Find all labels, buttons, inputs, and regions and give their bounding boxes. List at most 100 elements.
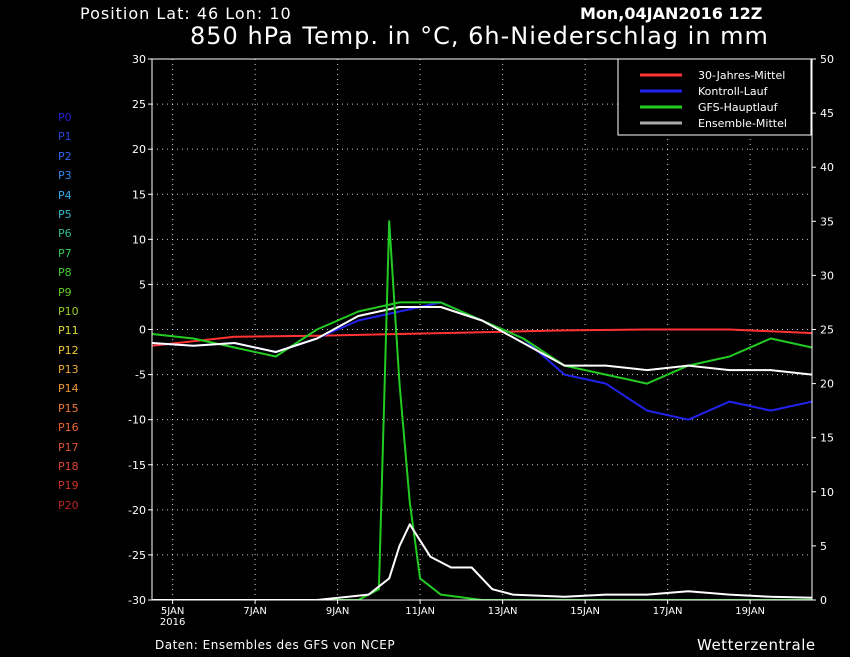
climatology-line-point — [398, 333, 401, 335]
member-label: P1 — [58, 130, 72, 144]
member-label: P12 — [58, 343, 79, 357]
member-label: P16 — [58, 421, 79, 435]
control-run-line-point — [646, 409, 648, 412]
climatology-line-point — [233, 335, 236, 338]
x-tick-label: 19JAN — [735, 606, 765, 617]
member-label: P14 — [58, 382, 79, 396]
gfs-main-precip-line-point — [439, 593, 442, 596]
ensemble-mean-line-point — [192, 344, 195, 347]
ensemble-mean-line-point — [357, 315, 360, 317]
y-tick-label: -20 — [128, 504, 146, 517]
gfs-main-line-point — [192, 337, 195, 340]
y2-tick-label: 30 — [820, 269, 834, 282]
y-tick-label: -5 — [135, 369, 146, 382]
control-run-line-point — [357, 319, 360, 322]
y-tick-label: 30 — [132, 53, 146, 66]
gfs-main-line-point — [604, 373, 607, 376]
climatology-line-point — [563, 329, 566, 332]
control-run-line-point — [398, 310, 401, 313]
gfs-main-line-point — [646, 382, 648, 385]
gfs-main-line — [152, 301, 812, 385]
ensemble-mean-precip-line-point — [398, 545, 401, 547]
ensemble-mean-precip-line-point — [769, 595, 772, 598]
y2-tick-label: 5 — [820, 540, 827, 553]
run-date-label: Mon,04JAN2016 12Z — [580, 4, 763, 23]
y2-tick-label: 0 — [820, 594, 827, 607]
ensemble-mean-precip-line-point — [687, 590, 690, 593]
legend-label: Kontroll-Lauf — [698, 85, 769, 98]
climatology-line-point — [646, 328, 648, 331]
gfs-main-precip-line-point — [398, 382, 401, 385]
y-tick-label: -15 — [128, 459, 146, 472]
ensemble-mean-line-point — [522, 342, 525, 344]
ensemble-mean-line-point — [274, 351, 277, 353]
gfs-main-line-point — [439, 301, 442, 304]
control-run-line-point — [563, 373, 566, 376]
y-tick-label: 25 — [132, 98, 146, 111]
member-label: P8 — [58, 266, 72, 280]
ensemble-mean-line-point — [604, 364, 607, 367]
ensemble-mean-precip-line-point — [450, 566, 452, 569]
x-tick-label: 9JAN — [326, 606, 349, 617]
control-run-line-point — [769, 409, 772, 412]
legend-label: 30-Jahres-Mittel — [698, 69, 785, 82]
gfs-main-line-point — [522, 337, 525, 340]
member-label: P17 — [58, 440, 79, 454]
member-label: P4 — [58, 188, 72, 202]
member-label: P13 — [58, 363, 79, 377]
ensemble-mean-line-point — [728, 369, 731, 371]
legend: 30-Jahres-Mittel Kontroll-Lauf GFS-Hauptla… — [617, 58, 812, 136]
member-label: P18 — [58, 460, 79, 474]
ensemble-mean-precip-line-point — [491, 588, 494, 591]
member-label: P20 — [58, 498, 79, 512]
gfs-main-line-point — [357, 310, 360, 313]
ensemble-mean-precip-line-point — [728, 593, 731, 596]
y-tick-label: 5 — [139, 278, 146, 291]
gfs-main-line-point — [728, 355, 731, 358]
data-source-label: Daten: Ensembles des GFS von NCEP — [155, 638, 396, 652]
y-tick-label: 10 — [132, 233, 146, 246]
gfs-main-line-point — [398, 301, 401, 304]
y-tick-label: 15 — [132, 188, 146, 201]
gfs-main-precip-line-point — [419, 577, 422, 580]
control-run-line-point — [728, 400, 731, 403]
climatology-line-point — [316, 334, 318, 337]
member-label: P0 — [58, 111, 72, 124]
y-tick-label: 20 — [132, 143, 146, 156]
ensemble-mean-line-point — [687, 364, 690, 367]
control-run-line-point — [687, 418, 690, 421]
x-tick-label: 7JAN — [243, 606, 266, 617]
member-label: P7 — [58, 246, 72, 260]
member-list: P0 P1 P2 P3 P4 P5 P6 P7 P8 P9 P10 P11 P12 P13 P14 P15 P1… — [58, 108, 79, 515]
ensemble-mean-precip-line-point — [512, 593, 514, 596]
gfs-main-precip-line-point — [377, 588, 380, 591]
x-tick-label: 17JAN — [653, 606, 683, 617]
gfs-main-line-point — [769, 337, 772, 340]
x-tick-label: 11JAN — [405, 606, 435, 617]
gfs-main-line-point — [274, 355, 277, 358]
position-label: Position Lat: 46 Lon: 10 — [80, 4, 292, 23]
ensemble-mean-precip-line-point — [408, 523, 411, 526]
ensemble-mean-line-point — [481, 319, 483, 322]
x-tick-label: 13JAN — [488, 606, 518, 617]
ensemble-mean-precip-line-point — [646, 593, 648, 596]
gfs-main-precip-line-point — [388, 220, 391, 223]
ensemble-mean-line-point — [769, 369, 772, 371]
series-layer — [152, 220, 812, 600]
member-label: P6 — [58, 227, 72, 241]
y2-tick-label: 40 — [820, 161, 834, 174]
gfs-main-line-point — [316, 328, 318, 331]
ensemble-mean-precip-line-point — [429, 555, 432, 558]
x-tick-label: 15JAN — [570, 606, 600, 617]
member-label: P10 — [58, 304, 79, 318]
member-label: P11 — [58, 324, 79, 338]
gfs-main-line-point — [233, 346, 236, 349]
gfs-main-precip-line — [152, 220, 812, 600]
ensemble-mean-precip-line-point — [604, 593, 607, 596]
ensemble-mean-line-point — [316, 337, 318, 340]
y-tick-label: 0 — [139, 324, 146, 337]
member-label: P5 — [58, 207, 72, 221]
publisher-label: Wetterzentrale — [697, 636, 816, 654]
member-label: P2 — [58, 149, 72, 163]
y2-tick-label: 20 — [820, 378, 834, 391]
